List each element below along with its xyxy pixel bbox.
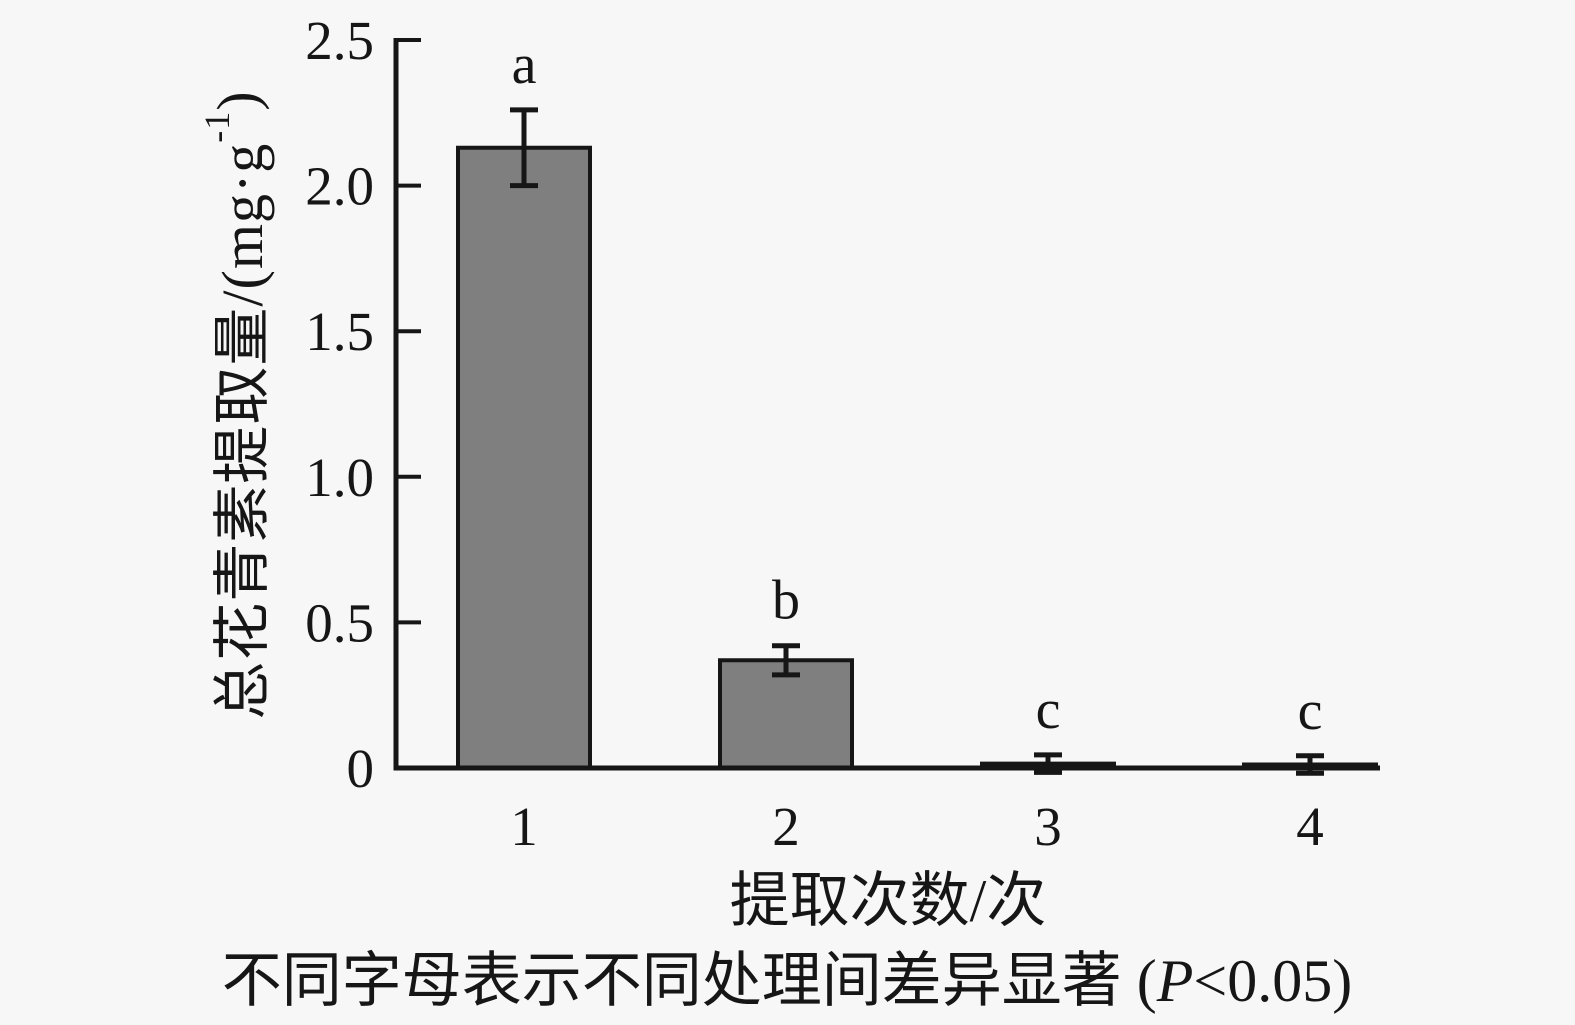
y-tick-label-2.0: 2.0 (305, 156, 374, 217)
x-tick-label-1: 1 (510, 796, 538, 857)
figure-caption: 不同字母表示不同处理间差异显著 (P<0.05) (137, 932, 1437, 1014)
x-tick-label-3: 3 (1034, 796, 1062, 857)
sig-letter-4: c (1298, 680, 1323, 742)
y-tick-label-1.0: 1.0 (305, 447, 374, 508)
x-axis-title: 提取次数/次 (729, 868, 1047, 934)
sig-letter-2: b (772, 570, 800, 632)
y-tick-label-2.5: 2.5 (305, 10, 374, 71)
y-tick-label-1.5: 1.5 (305, 301, 374, 362)
caption-p-symbol: P (1156, 948, 1194, 1014)
x-tick-label-2: 2 (772, 796, 800, 857)
y-axis-title-superscript: -1 (197, 110, 238, 143)
y-axis-title-close-paren: ) (204, 90, 270, 111)
sig-letter-3: c (1036, 679, 1061, 741)
y-tick-label-0.5: 0.5 (305, 592, 374, 653)
caption-p-value: <0.05) (1193, 948, 1353, 1014)
x-tick-label-4: 4 (1296, 796, 1324, 857)
y-tick-label-0: 0 (347, 738, 375, 799)
y-axis-title: 总花青素提取量/(mg·g -1) (197, 55, 275, 755)
sig-letter-1: a (512, 34, 537, 96)
caption-text: 不同字母表示不同处理间差异显著 ( (221, 948, 1157, 1014)
y-axis-title-text: 总花青素提取量/(mg·g (210, 142, 275, 720)
bar-extraction-1 (456, 145, 592, 770)
